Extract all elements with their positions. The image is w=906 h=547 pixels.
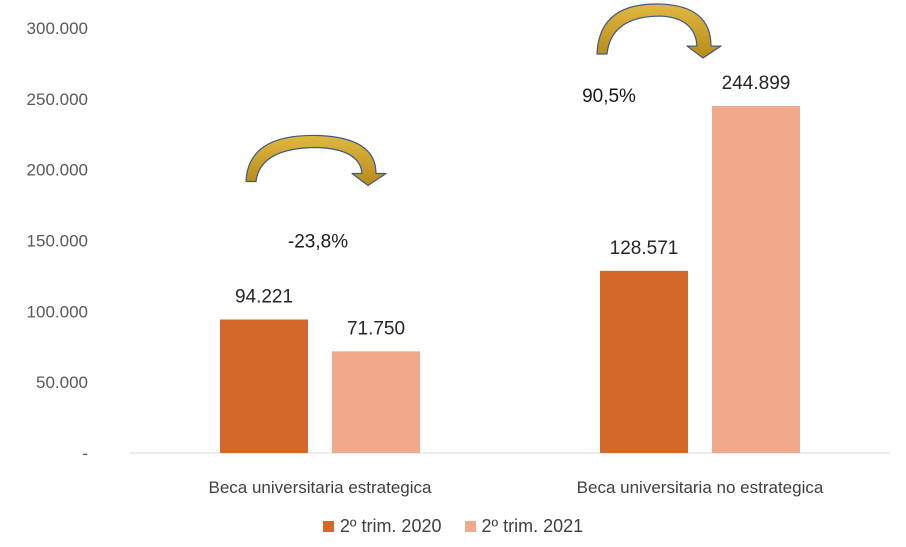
x-axis: Beca universitaria estrategica Beca unive… bbox=[208, 478, 823, 497]
x-category-label: Beca universitaria estrategica bbox=[208, 478, 432, 497]
y-tick-label: 300.000 bbox=[27, 19, 88, 38]
legend-label-2020: 2º trim. 2020 bbox=[339, 516, 442, 536]
curved-arrow-icon bbox=[596, 3, 722, 59]
bar bbox=[712, 106, 800, 453]
y-tick-label: 50.000 bbox=[36, 373, 88, 392]
bar-chart: - 50.000 100.000 150.000 200.000 250.000 300.0… bbox=[27, 3, 890, 497]
y-axis: - 50.000 100.000 150.000 200.000 250.000 300.0… bbox=[27, 19, 88, 463]
curved-arrow-icon bbox=[245, 134, 387, 187]
y-tick-label: 100.000 bbox=[27, 302, 88, 321]
data-label: 94.221 bbox=[235, 287, 293, 308]
legend: 2º trim. 2020 2º trim. 2021 bbox=[0, 516, 906, 537]
legend-item-2020: 2º trim. 2020 bbox=[322, 516, 442, 537]
legend-swatch-2020 bbox=[322, 521, 334, 532]
data-labels: 94.221 71.750 128.571 244.899 bbox=[235, 73, 790, 339]
data-label: 128.571 bbox=[610, 238, 679, 259]
x-category-label: Beca universitaria no estrategica bbox=[577, 478, 824, 497]
bars bbox=[220, 106, 800, 453]
legend-label-2021: 2º trim. 2021 bbox=[481, 516, 584, 536]
data-label: 244.899 bbox=[722, 73, 791, 94]
bar bbox=[600, 270, 688, 453]
y-tick-label: 150.000 bbox=[27, 232, 88, 251]
bar bbox=[220, 319, 308, 453]
y-tick-label: - bbox=[82, 444, 88, 463]
percent-change-label: 90,5% bbox=[582, 86, 636, 107]
bar bbox=[332, 351, 420, 453]
data-label: 71.750 bbox=[347, 318, 405, 339]
legend-item-2021: 2º trim. 2021 bbox=[464, 516, 584, 537]
annotations: -23,8% 90,5% bbox=[245, 3, 722, 253]
percent-change-label: -23,8% bbox=[288, 232, 348, 253]
y-tick-label: 200.000 bbox=[27, 161, 88, 180]
y-tick-label: 250.000 bbox=[27, 90, 88, 109]
legend-swatch-2021 bbox=[464, 521, 476, 532]
